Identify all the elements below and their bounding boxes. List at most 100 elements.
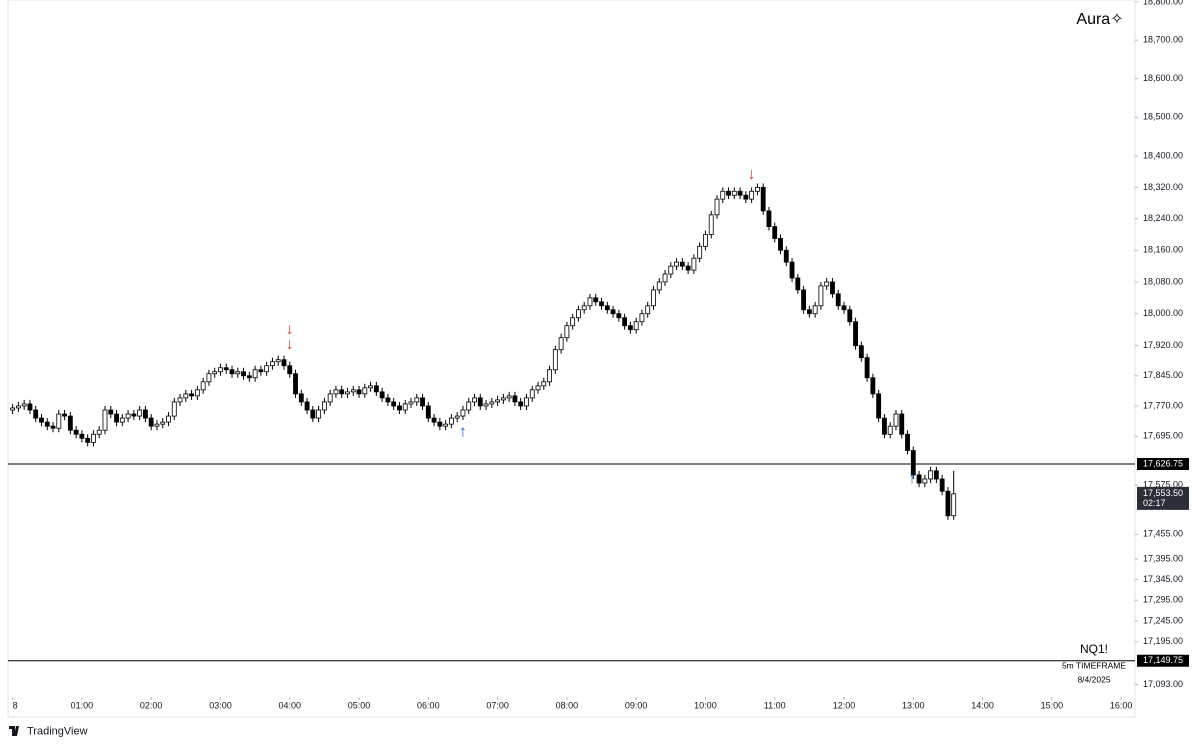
candle bbox=[466, 397, 472, 415]
candle bbox=[928, 466, 934, 484]
candle bbox=[39, 414, 44, 427]
x-tick-label: 04:00 bbox=[278, 700, 301, 710]
candle-body bbox=[119, 417, 125, 423]
candle-body bbox=[483, 403, 489, 407]
candle-body bbox=[443, 423, 449, 427]
candle-body bbox=[783, 249, 789, 263]
candle bbox=[870, 373, 876, 398]
candle bbox=[876, 389, 882, 423]
candle-body bbox=[39, 417, 44, 423]
candle bbox=[570, 313, 576, 330]
candle-body bbox=[125, 413, 131, 419]
candle-body bbox=[679, 261, 685, 267]
candle bbox=[899, 409, 905, 439]
price-tag bbox=[1137, 654, 1189, 667]
candle bbox=[391, 397, 397, 410]
candle bbox=[321, 397, 327, 415]
candle-body bbox=[720, 190, 726, 200]
candle bbox=[44, 418, 50, 431]
candle-body bbox=[79, 433, 85, 439]
candle-body bbox=[743, 194, 749, 200]
candle-body bbox=[183, 393, 189, 399]
candle bbox=[524, 393, 529, 410]
x-tick-label: 08:00 bbox=[556, 700, 579, 710]
candle-body bbox=[177, 397, 183, 403]
candle-body bbox=[379, 391, 385, 399]
candle-body bbox=[148, 417, 154, 427]
candle bbox=[806, 305, 812, 318]
candle-body bbox=[339, 389, 345, 395]
candle bbox=[622, 313, 628, 330]
candle bbox=[33, 405, 39, 423]
y-tick-label: 18,320.00 bbox=[1143, 182, 1183, 192]
candle bbox=[477, 393, 483, 410]
candle bbox=[79, 430, 85, 443]
candle-body bbox=[708, 214, 714, 235]
candle bbox=[916, 470, 922, 488]
candle-body bbox=[15, 405, 21, 409]
candle bbox=[183, 389, 189, 402]
x-tick-label: 01:00 bbox=[71, 700, 94, 710]
candle-body bbox=[385, 397, 391, 403]
candle bbox=[766, 206, 772, 231]
candle-body bbox=[102, 409, 108, 431]
candle bbox=[853, 317, 858, 350]
candle-body bbox=[212, 371, 218, 375]
candle bbox=[783, 246, 789, 267]
candle-body bbox=[610, 309, 616, 315]
candle bbox=[951, 470, 957, 520]
candle-body bbox=[824, 281, 830, 287]
candle-body bbox=[160, 421, 166, 425]
candle-body bbox=[772, 226, 778, 239]
candle-body bbox=[593, 297, 599, 303]
watermark: TradingView bbox=[27, 725, 88, 737]
candle-body bbox=[789, 261, 795, 279]
candle bbox=[864, 353, 870, 382]
candle-body bbox=[431, 417, 437, 423]
candle-body bbox=[795, 277, 801, 291]
x-tick-label: 14:00 bbox=[971, 700, 994, 710]
candle-body bbox=[656, 281, 662, 291]
candle-body bbox=[460, 409, 466, 417]
candle-body bbox=[229, 369, 235, 375]
date: 8/4/2025 bbox=[1077, 674, 1110, 684]
candle-body bbox=[420, 397, 425, 407]
candle bbox=[639, 309, 645, 326]
candle-body bbox=[350, 389, 356, 393]
candle-body bbox=[668, 265, 674, 275]
candle-body bbox=[633, 321, 639, 331]
candle-body bbox=[218, 367, 223, 373]
candle bbox=[131, 409, 137, 421]
signal-arrow: ↓ bbox=[286, 321, 294, 338]
candle-body bbox=[50, 425, 56, 429]
candle bbox=[408, 397, 414, 408]
candle bbox=[56, 409, 62, 433]
candle bbox=[495, 395, 501, 406]
candle bbox=[772, 222, 778, 243]
candle bbox=[737, 187, 743, 200]
candle bbox=[270, 357, 275, 370]
candle bbox=[945, 487, 951, 520]
candle bbox=[882, 414, 887, 439]
candle bbox=[119, 414, 125, 427]
candle bbox=[887, 422, 893, 439]
y-tick-label: 18,080.00 bbox=[1143, 276, 1183, 286]
candle-body bbox=[674, 261, 679, 267]
y-tick-label: 17,395.00 bbox=[1143, 553, 1183, 563]
chart-layer: 18,800.00 18,700.00 18,600.00 18,500.00 18,4… bbox=[8, 0, 1189, 710]
y-tick-label: 17,295.00 bbox=[1143, 595, 1183, 605]
candle-body bbox=[252, 369, 258, 379]
candle-body bbox=[437, 421, 443, 427]
candle bbox=[448, 414, 454, 429]
candle bbox=[356, 385, 362, 398]
candle-body bbox=[194, 389, 200, 397]
candle-body bbox=[246, 375, 252, 379]
candle bbox=[437, 418, 443, 431]
candle-body bbox=[316, 409, 322, 419]
candle-body bbox=[858, 345, 864, 359]
candle bbox=[362, 383, 368, 398]
candle-body bbox=[806, 309, 812, 315]
candle bbox=[287, 361, 293, 378]
candle-body bbox=[558, 337, 564, 351]
